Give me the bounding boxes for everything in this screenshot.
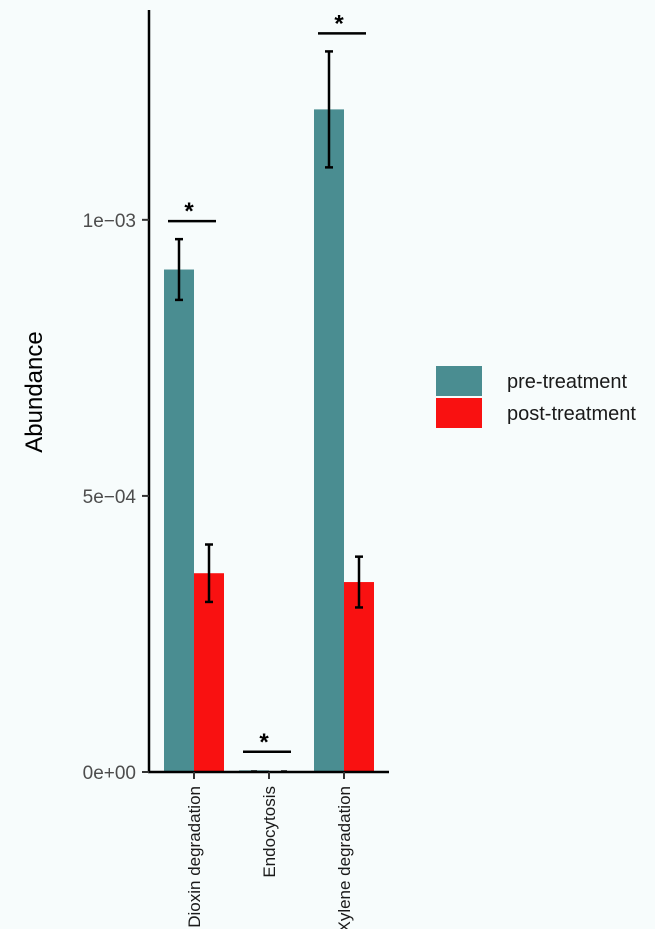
legend-label-0: pre-treatment	[507, 371, 627, 393]
bar-post-2	[344, 582, 374, 772]
significance-star-1: *	[259, 729, 269, 756]
bars-layer	[164, 109, 374, 773]
legend-label-1: post-treatment	[507, 403, 636, 425]
y-tick-label-0: 0e+00	[83, 763, 136, 784]
x-ticks-layer: Dioxin degradation Endocytosis Xylene degr…	[185, 772, 354, 929]
significance-star-2: *	[334, 10, 344, 37]
significance-layer: * * *	[168, 10, 366, 756]
y-tick-label-2: 1e−03	[83, 211, 136, 232]
x-tick-label-2: Xylene degradation	[335, 786, 354, 929]
x-tick-label-1: Endocytosis	[260, 786, 279, 878]
y-axis-title: Abundance	[21, 331, 48, 452]
significance-star-0: *	[184, 198, 194, 225]
legend-key-1	[436, 398, 482, 428]
x-tick-label-0: Dioxin degradation	[185, 786, 204, 928]
bar-pre-2	[314, 109, 344, 773]
bar-post-0	[194, 573, 224, 772]
y-ticks-layer: 0e+00 5e−04 1e−03	[83, 211, 149, 784]
legend: pre-treatment post-treatment	[436, 366, 636, 428]
legend-key-0	[436, 366, 482, 396]
bar-pre-0	[164, 269, 194, 772]
y-tick-label-1: 5e−04	[83, 487, 137, 508]
